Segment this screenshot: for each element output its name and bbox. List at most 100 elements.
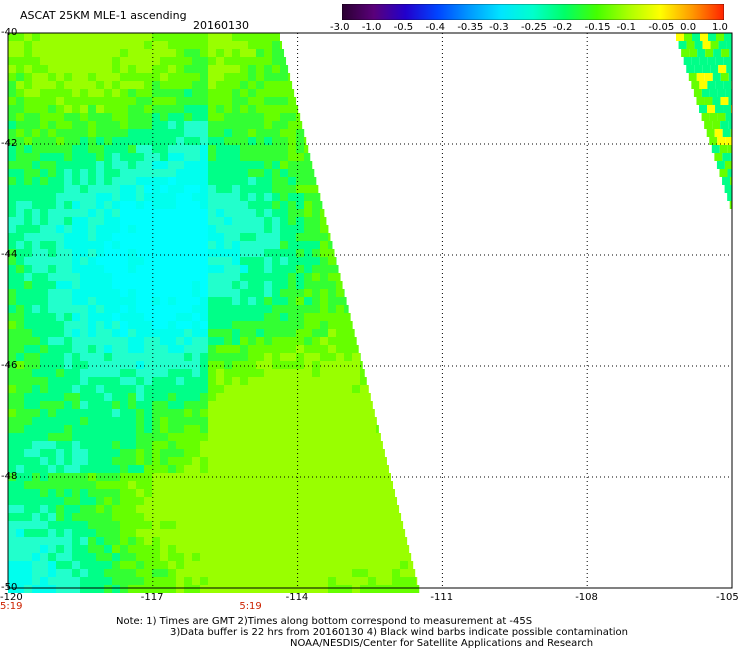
swath-cell (336, 449, 344, 457)
swath-cell (8, 329, 16, 337)
swath-cell (64, 425, 72, 433)
swath-cell (16, 361, 24, 369)
swath-cell (152, 73, 160, 81)
swath-cell (200, 169, 208, 177)
swath-cell (24, 209, 32, 217)
swath-cell (104, 305, 112, 313)
swath-cell (689, 49, 698, 57)
swath-cell (64, 201, 72, 209)
swath-cell (96, 457, 104, 465)
swath-cell (160, 209, 168, 217)
swath-cell (360, 369, 365, 377)
swath-cell (120, 193, 128, 201)
swath-cell (248, 313, 256, 321)
swath-cell (136, 441, 144, 449)
swath-cell (288, 417, 296, 425)
swath-cell (288, 337, 296, 345)
swath-cell (64, 161, 72, 169)
swath-cell (192, 521, 200, 529)
swath-cell (24, 361, 32, 369)
swath-cell (104, 129, 112, 137)
swath-cell (224, 193, 232, 201)
swath-cell (8, 137, 16, 145)
swath-cell (176, 377, 184, 385)
swath-cell (56, 89, 64, 97)
swath-cell (152, 537, 160, 545)
swath-cell (232, 113, 240, 121)
swath-cell (136, 153, 144, 161)
swath-cell (168, 553, 176, 561)
swath-cell (120, 457, 128, 465)
swath-cell (272, 193, 280, 201)
swath-cell (96, 33, 104, 41)
swath-cell (368, 497, 376, 505)
swath-cell (192, 57, 200, 65)
swath-cell (232, 481, 240, 489)
swath-cell (144, 89, 152, 97)
swath-cell (96, 449, 104, 457)
swath-cell (296, 393, 304, 401)
swath-cell (24, 105, 32, 113)
swath-cell (24, 129, 32, 137)
swath-cell (128, 585, 136, 593)
swath-cell (104, 257, 112, 265)
swath-cell (200, 537, 208, 545)
swath-cell (120, 385, 128, 393)
swath-cell (136, 249, 144, 257)
swath-cell (725, 113, 732, 121)
swath-cell (296, 441, 304, 449)
swath-cell (176, 161, 184, 169)
swath-cell (136, 289, 144, 297)
swath-cell (112, 337, 120, 345)
swath-cell (288, 505, 296, 513)
swath-cell (376, 425, 379, 433)
swath-cell (336, 329, 344, 337)
swath-cell (320, 497, 328, 505)
swath-cell (272, 153, 280, 161)
swath-cell (368, 561, 376, 569)
swath-cell (144, 521, 152, 529)
swath-cell (16, 153, 24, 161)
swath-cell (168, 297, 176, 305)
swath-cell (136, 417, 144, 425)
swath-cell (88, 537, 96, 545)
swath-cell (328, 321, 336, 329)
swath-cell (160, 233, 168, 241)
swath-cell (352, 457, 360, 465)
swath-cell (256, 81, 264, 89)
swath-cell (64, 353, 72, 361)
swath-cell (48, 57, 56, 65)
swath-cell (392, 585, 400, 593)
swath-cell (344, 521, 352, 529)
swath-cell (8, 81, 16, 89)
swath-cell (8, 169, 16, 177)
swath-cell (272, 329, 280, 337)
swath-cell (144, 449, 152, 457)
swath-cell (112, 497, 120, 505)
swath-cell (88, 337, 96, 345)
swath-cell (192, 257, 200, 265)
swath-cell (352, 505, 360, 513)
swath-cell (160, 553, 168, 561)
swath-cell (296, 321, 304, 329)
swath-cell (96, 497, 104, 505)
swath-cell (392, 553, 400, 561)
swath-cell (104, 161, 112, 169)
swath-cell (48, 481, 56, 489)
swath-cell (200, 97, 208, 105)
swath-cell (232, 489, 240, 497)
swath-cell (8, 353, 16, 361)
swath-cell (152, 201, 160, 209)
swath-cell (40, 105, 48, 113)
swath-cell (264, 425, 272, 433)
swath-cell (320, 457, 328, 465)
swath-cell (120, 465, 128, 473)
swath-cell (8, 489, 16, 497)
swath-cell (216, 417, 224, 425)
swath-cell (216, 537, 224, 545)
swath-cell (160, 249, 168, 257)
swath-cell (144, 369, 152, 377)
swath-cell (120, 481, 128, 489)
swath-cell (384, 481, 392, 489)
swath-cell (16, 97, 24, 105)
